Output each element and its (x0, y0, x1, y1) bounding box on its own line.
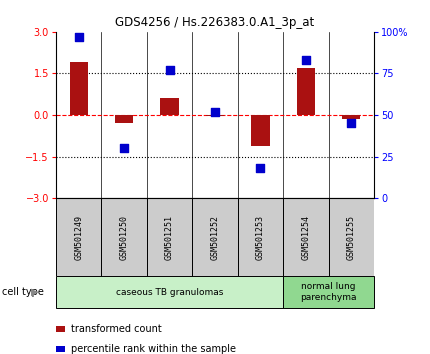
Text: GSM501254: GSM501254 (301, 215, 310, 260)
Text: GSM501249: GSM501249 (74, 215, 83, 260)
Text: caseous TB granulomas: caseous TB granulomas (116, 287, 223, 297)
Bar (283, 276, 374, 308)
Point (121, 145, 128, 151)
Text: GSM501250: GSM501250 (120, 215, 129, 260)
Point (257, 165, 264, 171)
Bar (101, 198, 147, 276)
Text: GSM501253: GSM501253 (256, 215, 265, 260)
Point (166, 67, 173, 73)
Text: percentile rank within the sample: percentile rank within the sample (71, 344, 236, 354)
Text: normal lung
parenchyma: normal lung parenchyma (301, 282, 357, 302)
Bar (147, 198, 192, 276)
Bar (297, 68, 315, 115)
Bar (56, 198, 101, 276)
Bar (160, 98, 178, 115)
Bar (70, 62, 88, 115)
Bar (342, 115, 360, 119)
Bar (206, 115, 224, 116)
Text: GDS4256 / Hs.226383.0.A1_3p_at: GDS4256 / Hs.226383.0.A1_3p_at (115, 16, 315, 29)
Point (75, 34, 82, 40)
Text: ▶: ▶ (31, 287, 38, 297)
Point (348, 120, 355, 126)
Bar (192, 198, 238, 276)
Bar (283, 198, 329, 276)
Bar (238, 198, 283, 276)
Bar (56, 276, 283, 308)
Point (302, 57, 309, 63)
Text: cell type: cell type (2, 287, 44, 297)
Bar (329, 198, 374, 276)
Text: GSM501255: GSM501255 (347, 215, 356, 260)
Text: GSM501251: GSM501251 (165, 215, 174, 260)
Text: GSM501252: GSM501252 (211, 215, 219, 260)
Bar (252, 115, 270, 145)
Text: transformed count: transformed count (71, 324, 161, 334)
Bar (115, 115, 133, 124)
Point (212, 109, 218, 115)
